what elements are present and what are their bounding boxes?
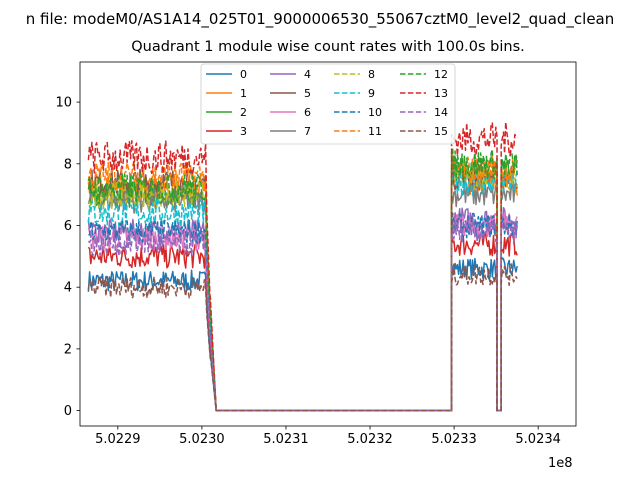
y-tick-label: 6 — [64, 219, 72, 234]
legend-label: 4 — [304, 68, 311, 81]
x-tick-label: 5.0229 — [95, 432, 141, 447]
legend-label: 9 — [368, 87, 375, 100]
x-axis: 5.0229 5.0230 5.0231 5.0232 5.0233 5.0234 — [95, 426, 561, 447]
legend-label: 0 — [240, 68, 247, 81]
legend-label: 11 — [368, 125, 382, 138]
y-tick-label: 10 — [55, 96, 72, 111]
plot-lines — [87, 121, 518, 412]
series-line-10 — [88, 212, 518, 412]
y-tick-label: 8 — [64, 157, 72, 172]
legend-label: 6 — [304, 106, 311, 119]
series-line-12 — [87, 148, 518, 412]
x-offset-label: 1e8 — [548, 456, 573, 471]
legend-label: 7 — [304, 125, 311, 138]
legend-label: 2 — [240, 106, 247, 119]
legend-label: 14 — [434, 106, 448, 119]
legend-label: 10 — [368, 106, 382, 119]
axes-box — [79, 61, 577, 427]
series-line-7 — [87, 182, 518, 412]
y-axis: 0 2 4 6 8 10 — [55, 96, 80, 419]
legend-label: 3 — [240, 125, 247, 138]
legend-label: 13 — [434, 87, 448, 100]
x-tick-label: 5.0234 — [515, 432, 561, 447]
x-tick-label: 5.0233 — [431, 432, 477, 447]
series-line-6 — [87, 212, 518, 412]
chart-title: Quadrant 1 module wise count rates with … — [131, 39, 525, 55]
y-tick-label: 4 — [64, 281, 72, 296]
y-tick-label: 0 — [64, 404, 72, 419]
series-line-9 — [87, 168, 518, 412]
x-tick-label: 5.0231 — [263, 432, 309, 447]
series-line-3 — [87, 231, 518, 412]
series-line-13 — [87, 121, 518, 412]
legend-label: 12 — [434, 68, 448, 81]
series-line-15 — [87, 263, 518, 412]
figure-suptitle: n file: modeM0/AS1A14_025T01_9000006530_… — [26, 10, 615, 29]
plot-frame — [79, 61, 577, 427]
series-line-14 — [87, 218, 518, 412]
series-line-11 — [87, 154, 518, 412]
legend-label: 15 — [434, 125, 448, 138]
legend-label: 1 — [240, 87, 247, 100]
legend-label: 5 — [304, 87, 311, 100]
y-tick-label: 2 — [64, 342, 72, 357]
legend-label: 8 — [368, 68, 375, 81]
legend-box — [200, 63, 456, 145]
series-line-0 — [87, 257, 518, 412]
x-tick-label: 5.0230 — [179, 432, 225, 447]
x-tick-label: 5.0232 — [347, 432, 393, 447]
